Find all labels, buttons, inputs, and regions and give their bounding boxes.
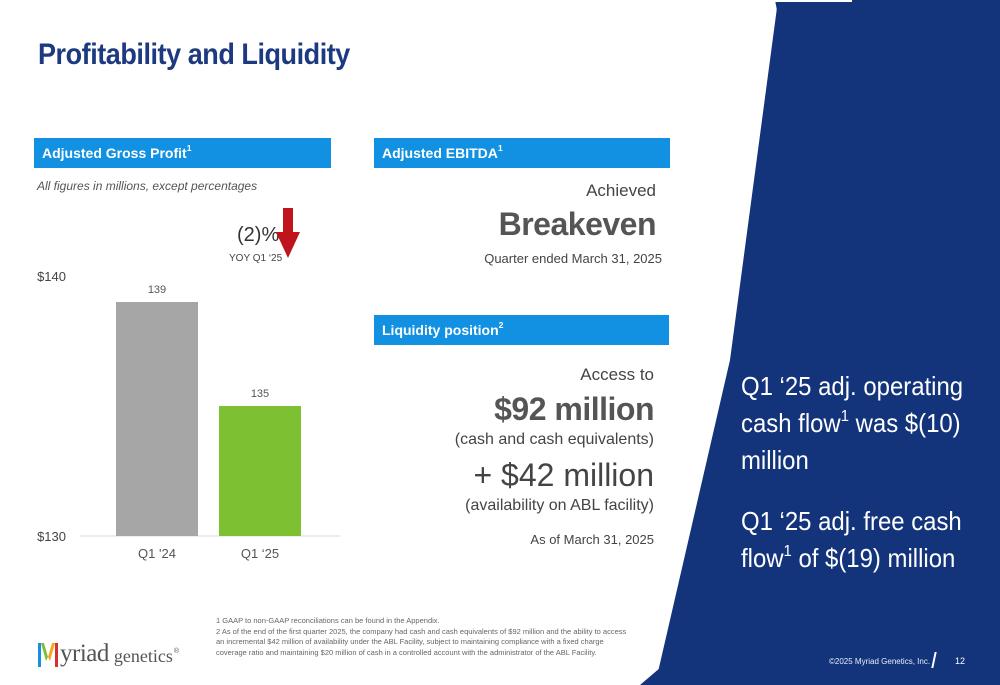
operating-cash-flow-text: Q1 ‘25 adj. operating cash flow1 was $(1… — [741, 368, 966, 479]
gross-profit-header: Adjusted Gross Profit1 — [34, 138, 331, 168]
liquidity-header: Liquidity position2 — [374, 315, 669, 345]
units-note: All figures in millions, except percenta… — [37, 179, 258, 193]
logo-word-genetics: genetics — [113, 646, 173, 666]
free-cash-flow-value: of $(19) million — [791, 543, 956, 573]
ebitda-header-label: Adjusted EBITDA — [382, 145, 498, 161]
liquidity-as-of-date: As of March 31, 2025 — [530, 532, 654, 547]
page-title: Profitability and Liquidity — [38, 38, 350, 71]
yoy-change-value: (2)% — [237, 224, 280, 246]
operating-cash-flow-label: Q1 ‘25 adj. operating cash flow — [741, 371, 964, 438]
free-cash-flow-label: Q1 ‘25 adj. free cash flow — [741, 506, 962, 573]
ebitda-header: Adjusted EBITDA1 — [374, 138, 670, 168]
ebitda-header-footnote: 1 — [497, 143, 503, 154]
gross-profit-header-label: Adjusted Gross Profit — [42, 145, 187, 161]
liquidity-cash-desc: (cash and cash equivalents) — [454, 431, 654, 448]
myriad-genetics-logo: yriad genetics ® — [38, 637, 179, 667]
gross-profit-bar-chart: $130 $140 139 Q1 '24 135 Q1 ‘25 — [37, 269, 340, 561]
ebitda-achieved-label: Achieved — [586, 181, 656, 200]
liquidity-header-label: Liquidity position — [382, 322, 499, 338]
bar-data-label: 135 — [251, 388, 269, 400]
footnote-2: 2 As of the end of the first quarter 202… — [216, 626, 627, 657]
operating-cash-flow-footnote: 1 — [840, 406, 849, 425]
copyright-text: ©2025 Myriad Genetics, Inc. — [829, 657, 931, 666]
logo-m-mark — [38, 643, 58, 667]
footnotes: 1 GAAP to non-GAAP reconciliations can b… — [216, 616, 636, 658]
liquidity-abl-amount: + $42 million — [473, 457, 654, 493]
free-cash-flow-text: Q1 ‘25 adj. free cash flow1 of $(19) mil… — [741, 503, 966, 577]
liquidity-header-footnote: 2 — [498, 320, 504, 331]
liquidity-abl-desc: (availability on ABL facility) — [465, 497, 654, 514]
ebitda-status: Breakeven — [498, 206, 657, 242]
cash-flow-callout: Q1 ‘25 adj. operating cash flow1 was $(1… — [741, 368, 966, 577]
page-number: 12 — [955, 656, 966, 666]
bar — [219, 406, 301, 536]
logo-registered-mark: ® — [173, 648, 180, 655]
footnote-1: 1 GAAP to non-GAAP reconciliations can b… — [216, 616, 440, 625]
bar-data-label: 139 — [148, 284, 166, 296]
navy-panel-main — [655, 0, 1000, 685]
down-arrow-icon — [276, 208, 300, 258]
gross-profit-header-footnote: 1 — [186, 143, 192, 154]
y-tick-label: $140 — [37, 269, 66, 284]
yoy-change-label: YOY Q1 ‘25 — [229, 253, 283, 264]
logo-word-myriad: yriad — [60, 640, 109, 667]
x-tick-label: Q1 '24 — [138, 546, 176, 561]
liquidity-access-label: Access to — [580, 365, 654, 384]
liquidity-cash-amount: $92 million — [494, 391, 654, 427]
operating-cash-flow-value: was $(10) million — [741, 408, 961, 475]
y-tick-label: $130 — [37, 529, 66, 544]
ebitda-period: Quarter ended March 31, 2025 — [484, 251, 662, 266]
free-cash-flow-footnote: 1 — [783, 541, 792, 560]
bar — [116, 302, 198, 536]
x-tick-label: Q1 ‘25 — [241, 546, 279, 561]
